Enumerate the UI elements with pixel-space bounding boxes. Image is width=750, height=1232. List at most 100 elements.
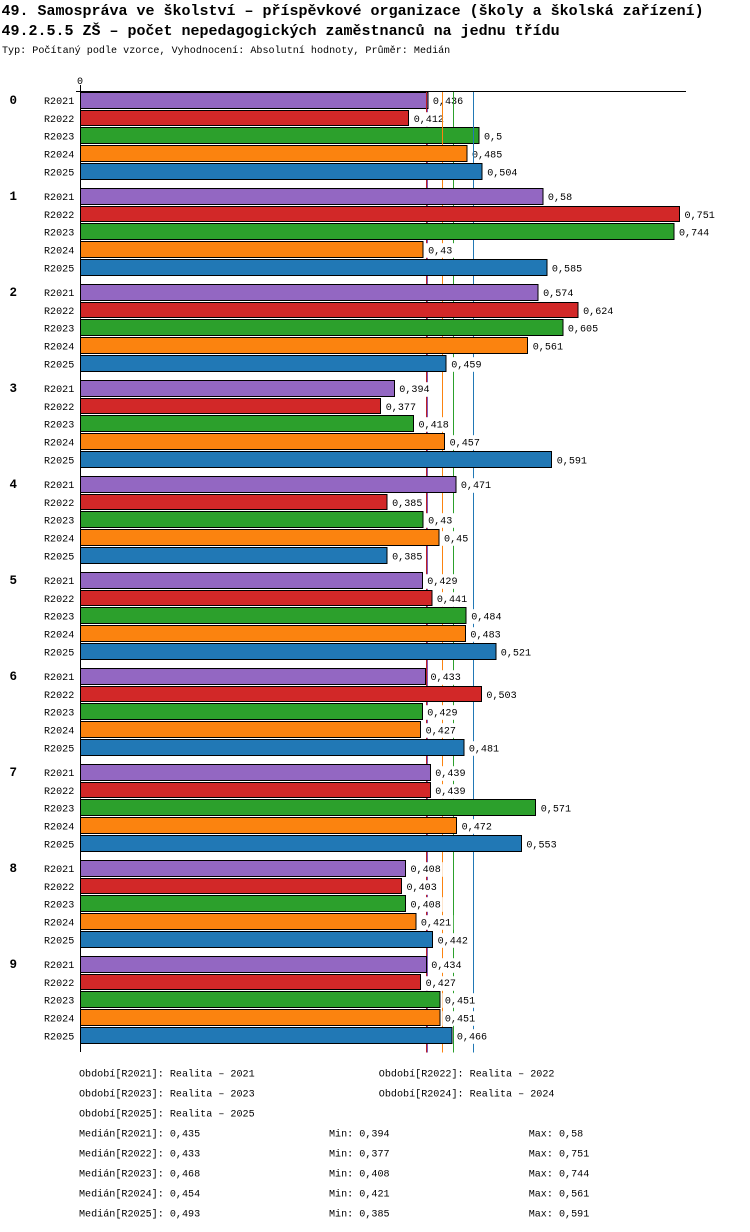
- svg-text:Max: 0,744: Max: 0,744: [529, 1170, 590, 1181]
- svg-text:0,43: 0,43: [428, 247, 452, 258]
- svg-text:0,377: 0,377: [386, 403, 416, 414]
- svg-text:R2022: R2022: [44, 883, 74, 894]
- svg-text:R2024: R2024: [44, 535, 74, 546]
- svg-text:R2022: R2022: [44, 691, 74, 702]
- svg-text:0,385: 0,385: [392, 552, 422, 563]
- svg-text:0,439: 0,439: [435, 769, 465, 780]
- svg-text:R2024: R2024: [44, 1015, 74, 1026]
- svg-text:R2022: R2022: [44, 307, 74, 318]
- svg-text:8: 8: [10, 862, 18, 876]
- svg-text:R2023: R2023: [44, 517, 74, 528]
- svg-text:0,436: 0,436: [433, 97, 463, 108]
- svg-text:R2022: R2022: [44, 979, 74, 990]
- svg-text:0,385: 0,385: [392, 499, 422, 510]
- svg-text:0,451: 0,451: [445, 1015, 475, 1026]
- svg-text:2: 2: [10, 286, 18, 300]
- svg-text:Medián[R2025]: 0,493: Medián[R2025]: 0,493: [79, 1209, 200, 1221]
- svg-text:Medián[R2022]: 0,433: Medián[R2022]: 0,433: [79, 1149, 200, 1161]
- svg-text:R2024: R2024: [44, 439, 74, 450]
- svg-text:0,484: 0,484: [471, 613, 501, 624]
- svg-text:R2021: R2021: [44, 769, 74, 780]
- svg-text:R2025: R2025: [44, 168, 74, 179]
- svg-text:Období[R2021]: Realita – 2021: Období[R2021]: Realita – 2021: [79, 1069, 255, 1081]
- svg-text:0,427: 0,427: [426, 727, 456, 738]
- svg-text:3: 3: [10, 382, 18, 396]
- svg-text:0,418: 0,418: [418, 421, 448, 432]
- svg-text:R2025: R2025: [44, 264, 74, 275]
- svg-text:0,483: 0,483: [470, 631, 500, 642]
- svg-text:R2022: R2022: [44, 499, 74, 510]
- svg-text:R2025: R2025: [44, 552, 74, 563]
- svg-text:R2023: R2023: [44, 229, 74, 240]
- svg-text:R2022: R2022: [44, 595, 74, 606]
- svg-text:0,459: 0,459: [451, 360, 481, 371]
- svg-text:0,451: 0,451: [445, 997, 475, 1008]
- svg-text:R2025: R2025: [44, 456, 74, 467]
- svg-text:R2024: R2024: [44, 247, 74, 258]
- svg-text:Min: 0,421: Min: 0,421: [329, 1189, 390, 1201]
- svg-text:0,624: 0,624: [583, 307, 613, 318]
- svg-text:Max: 0,751: Max: 0,751: [529, 1150, 590, 1161]
- svg-text:7: 7: [10, 766, 18, 780]
- svg-text:R2025: R2025: [44, 840, 74, 851]
- svg-text:R2024: R2024: [44, 343, 74, 354]
- svg-text:0,744: 0,744: [679, 229, 709, 240]
- svg-text:0,427: 0,427: [426, 979, 456, 990]
- svg-text:R2021: R2021: [44, 193, 74, 204]
- svg-text:0,442: 0,442: [438, 936, 468, 947]
- svg-text:R2024: R2024: [44, 631, 74, 642]
- svg-text:R2023: R2023: [44, 325, 74, 336]
- svg-text:0,504: 0,504: [487, 168, 517, 179]
- svg-text:0,429: 0,429: [427, 709, 457, 720]
- svg-text:R2022: R2022: [44, 403, 74, 414]
- svg-text:49. Samospráva ve školství – p: 49. Samospráva ve školství – příspěvkové…: [2, 3, 704, 20]
- svg-text:0: 0: [10, 94, 18, 108]
- svg-text:R2022: R2022: [44, 211, 74, 222]
- svg-text:0,751: 0,751: [685, 211, 715, 222]
- svg-text:0,421: 0,421: [421, 919, 451, 930]
- svg-text:6: 6: [10, 670, 18, 684]
- svg-text:0,412: 0,412: [414, 115, 444, 126]
- svg-text:0,58: 0,58: [548, 193, 572, 204]
- svg-text:Max: 0,561: Max: 0,561: [529, 1190, 590, 1201]
- svg-text:1: 1: [10, 190, 18, 204]
- svg-text:0,503: 0,503: [486, 691, 516, 702]
- svg-text:R2023: R2023: [44, 133, 74, 144]
- svg-text:0,571: 0,571: [541, 805, 571, 816]
- svg-text:R2022: R2022: [44, 115, 74, 126]
- svg-text:0,394: 0,394: [399, 385, 429, 396]
- svg-text:0,457: 0,457: [450, 439, 480, 450]
- svg-text:R2023: R2023: [44, 805, 74, 816]
- svg-text:Min: 0,385: Min: 0,385: [329, 1209, 390, 1221]
- svg-text:R2025: R2025: [44, 648, 74, 659]
- svg-text:R2021: R2021: [44, 961, 74, 972]
- svg-text:R2021: R2021: [44, 481, 74, 492]
- svg-text:Min: 0,394: Min: 0,394: [329, 1129, 390, 1141]
- svg-text:Max: 0,58: Max: 0,58: [529, 1130, 584, 1141]
- svg-text:R2023: R2023: [44, 421, 74, 432]
- svg-text:Medián[R2024]: 0,454: Medián[R2024]: 0,454: [79, 1189, 200, 1201]
- svg-text:Období[R2023]: Realita – 2023: Období[R2023]: Realita – 2023: [79, 1089, 255, 1101]
- svg-text:0,605: 0,605: [568, 325, 598, 336]
- svg-text:0,434: 0,434: [431, 961, 461, 972]
- svg-text:0,441: 0,441: [437, 595, 467, 606]
- svg-text:Období[R2025]: Realita – 2025: Období[R2025]: Realita – 2025: [79, 1109, 255, 1121]
- svg-text:R2021: R2021: [44, 97, 74, 108]
- svg-text:0,5: 0,5: [484, 133, 502, 144]
- svg-text:R2023: R2023: [44, 709, 74, 720]
- svg-text:Medián[R2021]: 0,435: Medián[R2021]: 0,435: [79, 1129, 200, 1141]
- svg-text:R2024: R2024: [44, 151, 74, 162]
- svg-text:Min: 0,377: Min: 0,377: [329, 1149, 390, 1161]
- svg-text:0,43: 0,43: [428, 517, 452, 528]
- svg-text:0,408: 0,408: [410, 901, 440, 912]
- svg-text:Období[R2022]: Realita – 2022: Období[R2022]: Realita – 2022: [379, 1069, 555, 1081]
- svg-text:R2024: R2024: [44, 919, 74, 930]
- svg-text:0,439: 0,439: [435, 787, 465, 798]
- svg-text:R2025: R2025: [44, 936, 74, 947]
- svg-text:0,408: 0,408: [410, 865, 440, 876]
- svg-text:49.2.5.5 ZŠ – počet nepedagogi: 49.2.5.5 ZŠ – počet nepedagogických zamě…: [2, 22, 560, 40]
- svg-text:R2021: R2021: [44, 577, 74, 588]
- svg-text:0,45: 0,45: [444, 535, 468, 546]
- svg-text:R2024: R2024: [44, 823, 74, 834]
- svg-text:0,481: 0,481: [469, 744, 499, 755]
